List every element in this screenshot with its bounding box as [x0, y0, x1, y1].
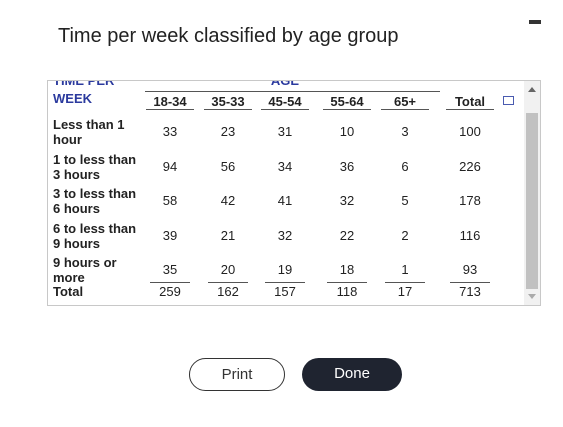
cell-value: 116 [459, 228, 481, 243]
cell-value: 19 [277, 262, 293, 277]
cell-value: 32 [339, 193, 355, 208]
print-button[interactable]: Print [189, 358, 285, 391]
total-label: Total [53, 284, 84, 299]
column-header: 18-34 [153, 94, 187, 109]
column-header: 45-54 [268, 94, 302, 109]
total-value: 157 [274, 284, 296, 299]
group-rule [145, 91, 440, 92]
column-header: 65+ [393, 94, 417, 109]
total-rule [450, 282, 490, 283]
cell-value: 94 [162, 159, 178, 174]
header-rule [146, 109, 194, 110]
cell-value: 35 [162, 262, 178, 277]
cell-value: 58 [162, 193, 178, 208]
stub-header: WEEK [53, 91, 92, 106]
cell-value: 42 [220, 193, 236, 208]
header-rule [381, 109, 429, 110]
cell-value: 34 [277, 159, 293, 174]
total-rule [385, 282, 425, 283]
total-value: 713 [459, 284, 481, 299]
row-label: 1 to less than 3 hours [53, 152, 137, 182]
cell-value: 22 [339, 228, 355, 243]
popout-icon[interactable] [503, 96, 514, 105]
header-rule [204, 109, 252, 110]
cell-value: 2 [401, 228, 409, 243]
cell-value: 10 [339, 124, 355, 139]
done-button[interactable]: Done [302, 358, 402, 391]
cell-value: 100 [459, 124, 481, 139]
row-label: 9 hours or more [53, 255, 117, 285]
total-value: 162 [217, 284, 239, 299]
cell-value: 23 [220, 124, 236, 139]
cell-value: 33 [162, 124, 178, 139]
total-value: 118 [336, 284, 358, 299]
header-rule [261, 109, 309, 110]
header-rule [323, 109, 371, 110]
cell-value: 36 [339, 159, 355, 174]
scroll-up[interactable] [528, 87, 536, 92]
column-header: Total [454, 94, 486, 109]
cell-value: 56 [220, 159, 236, 174]
total-rule [150, 282, 190, 283]
minimize-icon[interactable] [529, 20, 541, 24]
column-header: 55-64 [330, 94, 364, 109]
row-label: Less than 1 hour [53, 117, 125, 147]
total-rule [265, 282, 305, 283]
dialog-title: Time per week classified by age group [58, 25, 399, 47]
cell-value: 5 [401, 193, 409, 208]
cell-value: 31 [277, 124, 293, 139]
cell-value: 41 [277, 193, 293, 208]
column-header: 35-33 [211, 94, 245, 109]
cell-value: 6 [401, 159, 409, 174]
scroll-thumb[interactable] [526, 113, 538, 289]
stub-header: TIME PER [53, 81, 145, 88]
total-value: 17 [397, 284, 413, 299]
scrollbar[interactable] [524, 81, 540, 305]
table: TIME PER WEEK AGE 18-34 35-33 45-54 55-64 65+ To… [48, 81, 524, 305]
cell-value: 20 [220, 262, 236, 277]
table-panel: TIME PER WEEK AGE 18-34 35-33 45-54 55-64 65+ To… [47, 80, 541, 306]
cell-value: 32 [277, 228, 293, 243]
cell-value: 3 [401, 124, 409, 139]
total-value: 259 [159, 284, 181, 299]
cell-value: 178 [459, 193, 481, 208]
row-label: 3 to less than 6 hours [53, 186, 137, 216]
cell-value: 39 [162, 228, 178, 243]
group-header: AGE [258, 81, 312, 88]
total-rule [208, 282, 248, 283]
cell-value: 93 [462, 262, 478, 277]
cell-value: 21 [220, 228, 236, 243]
cell-value: 1 [401, 262, 409, 277]
scroll-down[interactable] [528, 294, 536, 299]
cell-value: 18 [339, 262, 355, 277]
cell-value: 226 [459, 159, 481, 174]
row-label: 6 to less than 9 hours [53, 221, 137, 251]
total-rule [327, 282, 367, 283]
header-rule [446, 109, 494, 110]
